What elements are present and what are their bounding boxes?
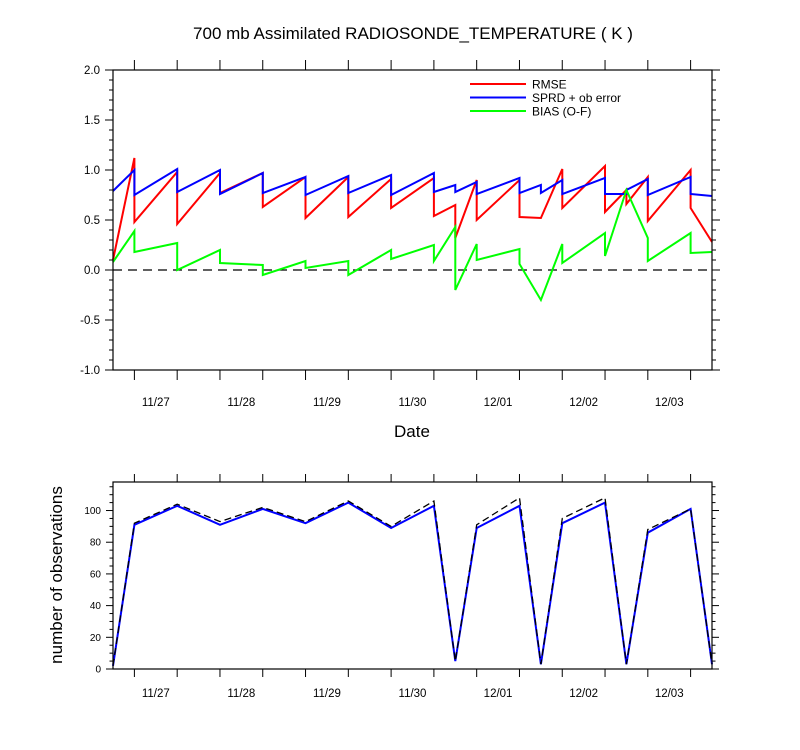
top-y-tick-labels: -1.0 -0.5 0.0 0.5 1.0 1.5 2.0	[80, 65, 100, 377]
x-tick-label: 11/27	[142, 397, 170, 409]
x-tick-label: 11/29	[313, 397, 341, 409]
top-plot-frame	[112, 69, 713, 371]
x-tick-label: 11/30	[399, 397, 427, 409]
bottom-tick-marks	[106, 474, 719, 677]
y-tick-label: 0.0	[84, 265, 100, 277]
top-chart: 700 mb Assimilated RADIOSONDE_TEMPERATUR…	[80, 24, 720, 441]
y-tick-label: 60	[90, 569, 102, 580]
y-tick-label: 40	[90, 601, 102, 612]
bottom-series-group	[112, 496, 713, 666]
x-tick-label: 11/28	[227, 397, 255, 409]
top-x-tick-labels: 11/27 11/28 11/29 11/30 12/01 12/02 12/03	[142, 397, 684, 409]
top-series-group	[112, 157, 713, 303]
x-tick-label: 12/02	[569, 688, 598, 700]
y-tick-label: 80	[90, 538, 102, 549]
x-tick-label: 11/28	[227, 688, 255, 700]
series-line-observations-possible	[112, 496, 713, 666]
top-tick-marks	[105, 60, 720, 380]
series-line-observations-used	[112, 501, 713, 666]
series-line-sprd-ob-error	[112, 167, 713, 197]
x-tick-label: 12/01	[484, 688, 513, 700]
bottom-x-tick-labels: 11/27 11/28 11/29 11/30 12/01 12/02 12/03	[142, 688, 684, 700]
y-axis-title: number of observations	[47, 486, 66, 664]
y-tick-label: 100	[84, 506, 101, 517]
series-line-rmse	[112, 157, 713, 261]
legend-label-bias-o-f: BIAS (O-F)	[532, 105, 591, 119]
x-tick-label: 11/29	[313, 688, 341, 700]
x-tick-label: 12/02	[569, 397, 598, 409]
x-tick-label: 12/03	[655, 688, 684, 700]
x-axis-title: Date	[394, 422, 430, 441]
y-tick-label: 1.5	[84, 115, 100, 127]
bottom-y-tick-labels: 0 20 40 60 80 100	[84, 506, 101, 675]
x-tick-label: 12/01	[484, 397, 513, 409]
y-tick-label: 20	[90, 633, 102, 644]
legend-label-sprd-ob-error: SPRD + ob error	[532, 91, 621, 105]
y-tick-label: 1.0	[84, 165, 100, 177]
bottom-chart: 0 20 40 60 80 100 11/27 11/28 11/29 11/30 12/01 12…	[47, 474, 719, 700]
y-tick-label: -0.5	[80, 315, 100, 327]
y-tick-label: 0	[95, 665, 101, 676]
bottom-plot-frame	[112, 481, 713, 670]
legend-label-rmse: RMSE	[532, 78, 567, 92]
x-tick-label: 11/30	[399, 688, 427, 700]
y-tick-label: 0.5	[84, 215, 100, 227]
chart-title: 700 mb Assimilated RADIOSONDE_TEMPERATUR…	[193, 24, 633, 43]
y-tick-label: -1.0	[80, 365, 100, 377]
y-tick-label: 2.0	[84, 65, 100, 77]
x-tick-label: 12/03	[655, 397, 684, 409]
x-tick-label: 11/27	[142, 688, 170, 700]
series-line-bias-o-f	[112, 187, 713, 303]
